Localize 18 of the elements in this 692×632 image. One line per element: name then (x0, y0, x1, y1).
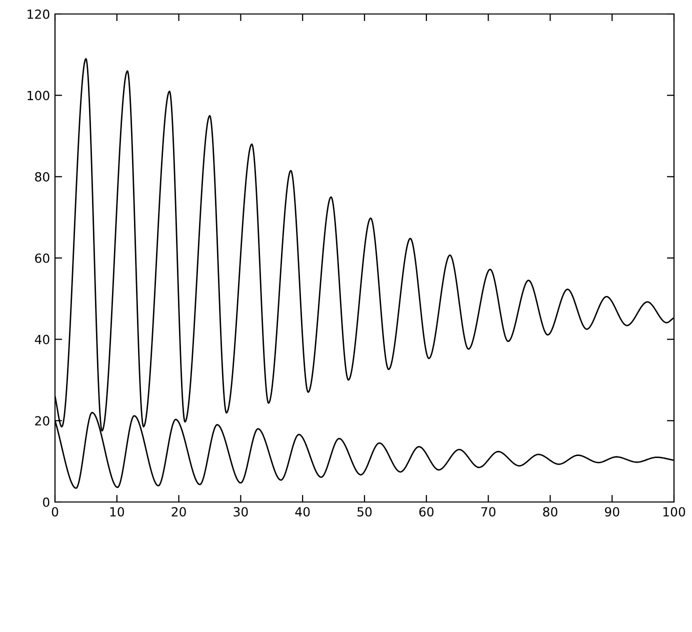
x-tick-label: 50 (358, 507, 372, 517)
x-tick-label: 30 (234, 507, 248, 517)
y-tick-label: 60 (35, 253, 50, 263)
x-tick-label: 10 (110, 507, 124, 517)
y-tick-label: 100 (28, 90, 50, 100)
y-tick-label: 20 (35, 416, 50, 426)
x-tick-label: 100 (663, 507, 686, 517)
y-tick-label: 40 (34, 334, 50, 344)
x-tick-label: 70 (481, 507, 496, 517)
x-tick-label: 0 (52, 507, 58, 517)
y-tick-label: 80 (35, 172, 50, 182)
x-tick-label: 20 (172, 507, 186, 517)
x-tick-label: 60 (419, 507, 434, 517)
x-tick-label: 80 (543, 507, 558, 517)
y-tick-label: 0 (43, 497, 50, 507)
x-tick-label: 40 (295, 507, 310, 517)
y-tick-label: 120 (28, 9, 50, 19)
x-tick-label: 90 (604, 507, 620, 517)
